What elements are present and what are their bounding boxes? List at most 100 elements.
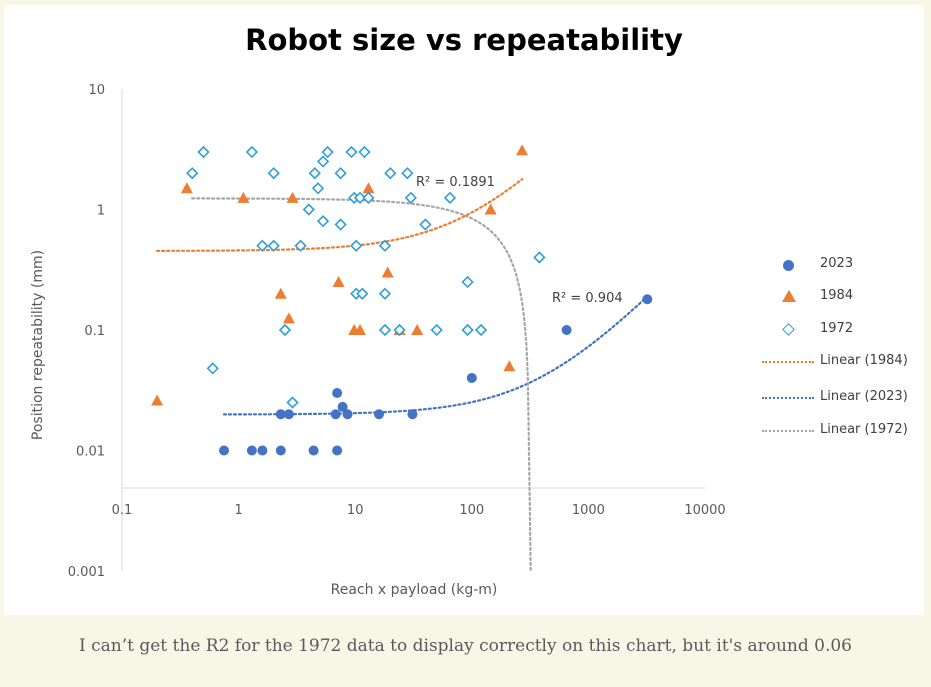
chart-title: Robot size vs repeatability xyxy=(245,23,683,57)
data-point-1972 xyxy=(430,323,443,337)
r-squared-label-2023: R² = 0.904 xyxy=(552,291,623,306)
legend-label: 1984 xyxy=(820,288,854,303)
data-point-1972 xyxy=(302,203,315,216)
data-point-1972 xyxy=(393,323,406,337)
data-point-1984 xyxy=(282,312,295,324)
data-point-1972 xyxy=(461,323,474,337)
data-point-1972 xyxy=(308,167,321,180)
legend-item-1972: 1972 xyxy=(762,319,931,341)
x-tick-label: 1 xyxy=(234,503,242,518)
data-point-1984 xyxy=(332,276,345,288)
chart-plot: 0.1 1 10 100 1000 10000 0.001 0.01 0.1 1 10 Reach x… xyxy=(30,83,726,598)
legend-label: Linear (1984) xyxy=(820,353,908,368)
legend-line-dotted xyxy=(762,430,814,432)
data-point-2023 xyxy=(275,409,286,420)
y-tick-label: 0.01 xyxy=(76,445,105,460)
data-point-1972 xyxy=(378,239,392,252)
x-axis-title: Reach x payload (kg-m) xyxy=(331,582,498,598)
data-point-1972 xyxy=(286,396,299,409)
data-point-2023 xyxy=(374,409,385,420)
y-axis-title: Position repeatability (mm) xyxy=(30,250,46,440)
data-point-1972 xyxy=(294,239,307,252)
data-point-2023 xyxy=(642,294,653,305)
data-point-2023 xyxy=(332,388,343,399)
trendline-1984 xyxy=(156,178,524,252)
legend-item-linear-2023: Linear (2023) xyxy=(762,387,931,409)
data-point-1984 xyxy=(503,360,516,372)
data-point-1972 xyxy=(384,167,397,180)
trendline-2023 xyxy=(222,295,649,416)
data-point-1972 xyxy=(334,218,347,231)
data-point-1972 xyxy=(197,145,210,159)
data-point-2023 xyxy=(283,409,294,420)
data-point-1972 xyxy=(378,323,392,337)
y-tick-label: 0.1 xyxy=(84,324,105,339)
data-point-1972 xyxy=(245,145,259,159)
data-point-1972 xyxy=(321,145,334,159)
data-point-2023 xyxy=(219,445,230,456)
legend-label: Linear (1972) xyxy=(820,422,908,437)
data-point-1984 xyxy=(286,191,299,203)
data-point-2023 xyxy=(407,409,418,420)
data-point-1972 xyxy=(345,145,358,159)
data-point-1984 xyxy=(484,203,497,215)
data-point-1984 xyxy=(237,191,250,203)
chart-caption: I can’t get the R2 for the 1972 data to … xyxy=(79,636,852,656)
x-tick-label: 10000 xyxy=(684,503,725,518)
x-tick-label: 0.1 xyxy=(112,503,133,518)
r-squared-label-1984: R² = 0.1891 xyxy=(416,175,495,190)
data-point-2023 xyxy=(275,445,286,456)
data-point-1972 xyxy=(267,239,280,252)
data-point-1984 xyxy=(381,266,394,278)
y-tick-label: 1 xyxy=(97,204,105,219)
data-point-1984 xyxy=(274,287,287,299)
data-point-1984 xyxy=(180,182,193,194)
legend-label: Linear (2023) xyxy=(820,389,908,404)
data-point-1972 xyxy=(356,287,369,300)
data-point-2023 xyxy=(342,409,353,420)
data-point-1972 xyxy=(378,287,392,300)
x-tick-label: 10 xyxy=(347,503,364,518)
legend-line-dotted xyxy=(762,361,814,363)
data-point-2023 xyxy=(337,401,348,412)
data-point-1972 xyxy=(316,155,330,168)
data-point-1972 xyxy=(353,191,367,204)
data-point-1972 xyxy=(419,218,432,231)
data-point-1972 xyxy=(311,182,325,195)
legend-item-linear-1972: Linear (1972) xyxy=(762,420,931,442)
x-tick-label: 1000 xyxy=(572,503,605,518)
data-point-1972 xyxy=(533,251,546,264)
data-point-1972 xyxy=(278,323,292,337)
data-point-1972 xyxy=(267,167,280,180)
data-point-1984 xyxy=(411,324,424,335)
data-point-1984 xyxy=(362,182,375,194)
data-point-1972 xyxy=(316,215,330,228)
legend-label: 2023 xyxy=(820,256,854,271)
x-tick-label: 100 xyxy=(459,503,484,518)
data-point-1972 xyxy=(362,191,375,204)
data-point-1972 xyxy=(358,145,371,159)
data-point-1972 xyxy=(404,191,417,204)
y-tick-label: 0.001 xyxy=(68,565,105,580)
data-point-2023 xyxy=(466,372,477,383)
legend-item-linear-1984: Linear (1984) xyxy=(762,351,931,373)
data-point-1972 xyxy=(443,191,457,204)
data-point-2023 xyxy=(332,445,343,456)
data-point-1984 xyxy=(516,144,529,156)
legend-item-2023: 2023 xyxy=(762,254,931,276)
data-point-1972 xyxy=(350,239,363,252)
data-point-2023 xyxy=(330,409,341,420)
data-point-1984 xyxy=(354,324,367,335)
legend-marker-diamond xyxy=(782,323,795,336)
data-point-1972 xyxy=(186,167,199,180)
data-point-1972 xyxy=(401,167,414,180)
data-point-1984 xyxy=(151,394,164,406)
data-point-1972 xyxy=(474,323,488,337)
data-point-1972 xyxy=(461,275,474,289)
chart-panel: 0.1 1 10 100 1000 10000 0.001 0.01 0.1 1 10 Reach x… xyxy=(4,5,924,615)
legend-marker-circle xyxy=(783,260,794,271)
data-point-2023 xyxy=(246,445,257,456)
legend-label: 1972 xyxy=(820,321,854,336)
data-point-2023 xyxy=(257,445,268,456)
y-tick-label: 10 xyxy=(88,83,105,98)
